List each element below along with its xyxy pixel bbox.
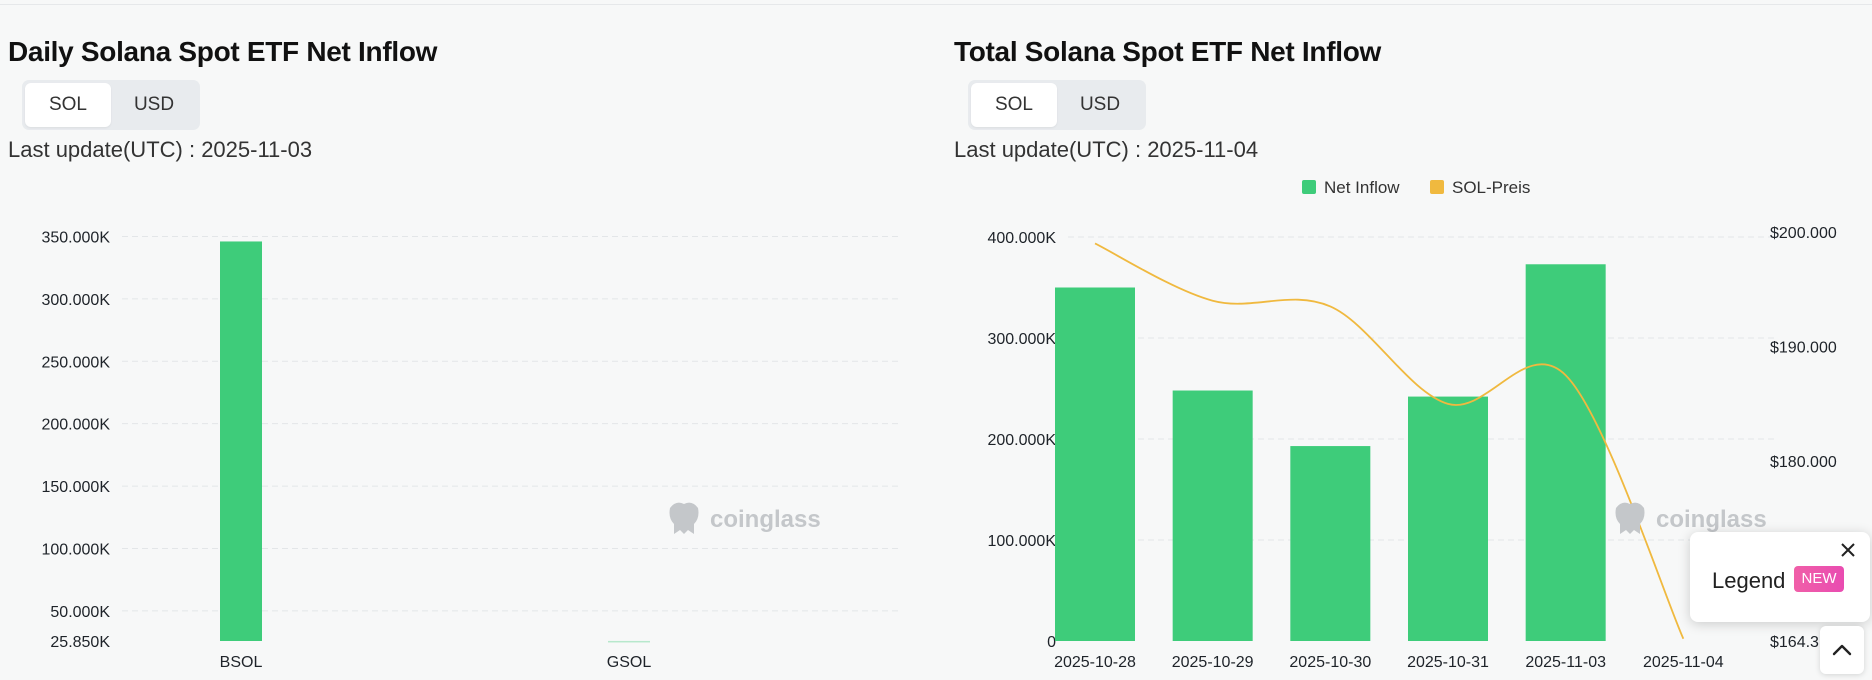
watermark-text: coinglass [1656,506,1767,533]
daily-inflow-chart: 25.850K 50.000K 100.000K 150.000K 200.000K 25… [41,229,898,671]
legend-swatch-sol-price [1430,180,1444,194]
unit-toggle: SOL USD [968,80,1146,130]
sol-price-line [1094,242,1685,640]
y-tick-label: 25.850K [50,634,110,651]
y-tick-label-left: 0 [1047,634,1056,651]
x-tick-label: 2025-10-30 [1289,654,1371,671]
bar-2025-10-28 [1055,287,1135,641]
last-update: Last update(UTC) : 2025-11-04 [954,137,1259,162]
top-divider [0,4,1872,5]
y-tick-label: 250.000K [41,354,110,371]
y-tick-label-left: 300.000K [987,331,1056,348]
coinglass-logo-icon [669,502,699,534]
x-tick-label: 2025-11-03 [1525,654,1606,671]
y-tick-label: 350.000K [41,229,110,246]
y-tick-label: 50.000K [50,604,110,621]
legend-swatch-net-inflow [1302,180,1316,194]
y-tick-label-right: $180.000 [1770,454,1837,471]
y-tick-label: 150.000K [41,479,110,496]
coinglass-logo-icon [1615,502,1645,534]
x-tick-label: GSOL [607,654,652,671]
toggle-usd[interactable]: USD [133,94,175,115]
total-inflow-panel: Total Solana Spot ETF Net Inflow SOL USD… [946,0,1872,680]
legend-label: SOL-Preis [1452,178,1530,197]
close-icon[interactable] [1838,540,1858,560]
toggle-sol[interactable]: SOL [971,83,1057,127]
legend-label: Legend [1712,568,1786,593]
y-tick-label: 300.000K [41,292,110,309]
bar-2025-10-30 [1290,446,1371,641]
watermark-text: coinglass [710,506,821,533]
x-tick-label: 2025-10-31 [1407,654,1489,671]
toggle-usd[interactable]: USD [1079,94,1121,115]
bar-2025-11-03 [1525,264,1606,641]
x-tick-label: 2025-10-28 [1054,654,1136,671]
last-update: Last update(UTC) : 2025-11-03 [8,137,313,162]
y-tick-label-left: 400.000K [987,230,1056,247]
y-tick-label-right: $190.000 [1770,340,1837,357]
bar-2025-10-29 [1172,390,1253,641]
scroll-top-button[interactable] [1820,626,1864,674]
y-tick-label-right: $200.000 [1770,225,1837,242]
total-inflow-chart: Net Inflow SOL-Preis 0 100.000K 200.000K 300.… [987,178,1837,671]
panel-title: Daily Solana Spot ETF Net Inflow [8,36,438,67]
daily-inflow-panel: Daily Solana Spot ETF Net Inflow SOL USD… [8,36,898,671]
legend-label: Net Inflow [1324,178,1400,197]
legend-popup[interactable]: Legend NEW [1690,532,1870,622]
chevron-up-icon [1832,644,1852,656]
y-tick-label: 100.000K [41,541,110,558]
bar-2025-10-31 [1408,396,1488,641]
new-badge: NEW [1794,566,1844,592]
toggle-sol[interactable]: SOL [25,83,111,127]
coinglass-watermark: coinglass [669,502,821,534]
x-tick-label: 2025-11-04 [1643,654,1724,671]
y-tick-label-left: 200.000K [987,432,1056,449]
coinglass-watermark: coinglass [1615,502,1767,534]
y-tick-label-left: 100.000K [987,533,1056,550]
y-tick-label-right: $164.3 [1770,634,1819,651]
x-tick-label: 2025-10-29 [1172,654,1254,671]
x-tick-label: BSOL [220,654,263,671]
panel-title: Total Solana Spot ETF Net Inflow [954,36,1381,67]
bar-gsol [608,640,650,643]
bar-bsol [220,241,262,641]
y-tick-label: 200.000K [41,417,110,434]
unit-toggle: SOL USD [22,80,200,130]
